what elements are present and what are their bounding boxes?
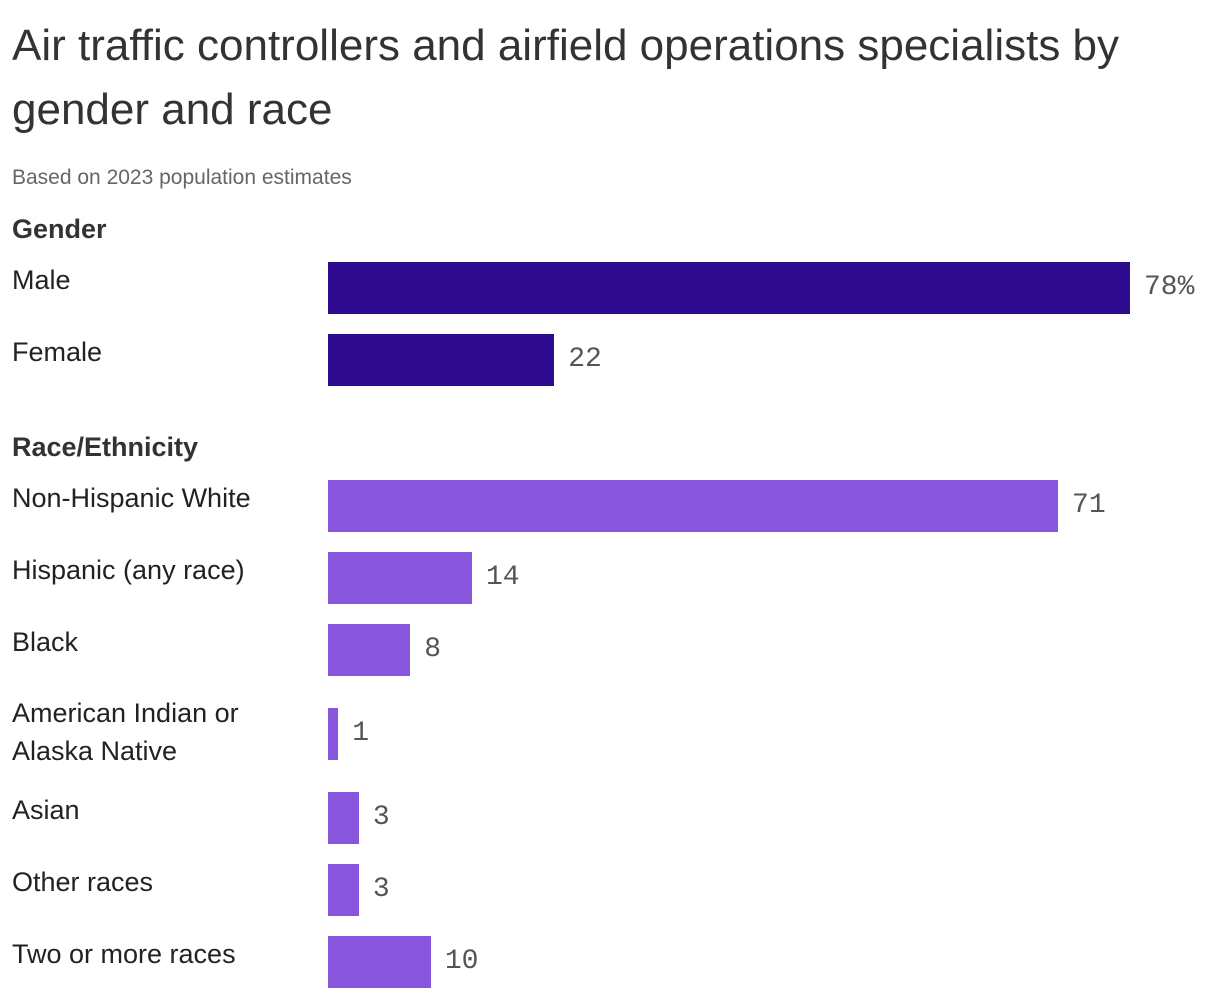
bar xyxy=(328,936,431,988)
value-label: 1 xyxy=(352,718,370,749)
category-label: Two or more races xyxy=(12,939,236,969)
value-label: 22 xyxy=(568,344,602,375)
bar xyxy=(328,864,359,916)
category-label: Hispanic (any race) xyxy=(12,555,245,585)
value-label: 8 xyxy=(424,634,442,665)
bar xyxy=(328,708,339,760)
value-label: 3 xyxy=(372,874,390,905)
bar xyxy=(328,334,555,386)
section-header: Race/Ethnicity xyxy=(12,432,199,462)
bar xyxy=(328,624,411,676)
value-label: 3 xyxy=(372,802,390,833)
bar xyxy=(328,792,359,844)
value-label: 78% xyxy=(1144,272,1195,303)
chart-title: Air traffic controllers and airfield ope… xyxy=(12,21,1120,134)
bar xyxy=(328,262,1130,314)
section-header: Gender xyxy=(12,214,107,244)
value-label: 10 xyxy=(444,946,479,977)
value-label: 14 xyxy=(485,562,520,593)
category-label: Asian xyxy=(12,795,80,825)
category-label: Male xyxy=(12,265,71,295)
category-label: Other races xyxy=(12,867,154,897)
category-label: Non-Hispanic White xyxy=(12,483,251,513)
chart-subtitle: Based on 2023 population estimates xyxy=(12,166,352,189)
category-label: Female xyxy=(12,337,103,367)
bar xyxy=(328,480,1059,532)
value-label: 71 xyxy=(1072,490,1106,521)
category-label: American Indian or Alaska Native xyxy=(12,698,239,766)
category-label: Black xyxy=(12,627,79,657)
bar xyxy=(328,552,472,604)
